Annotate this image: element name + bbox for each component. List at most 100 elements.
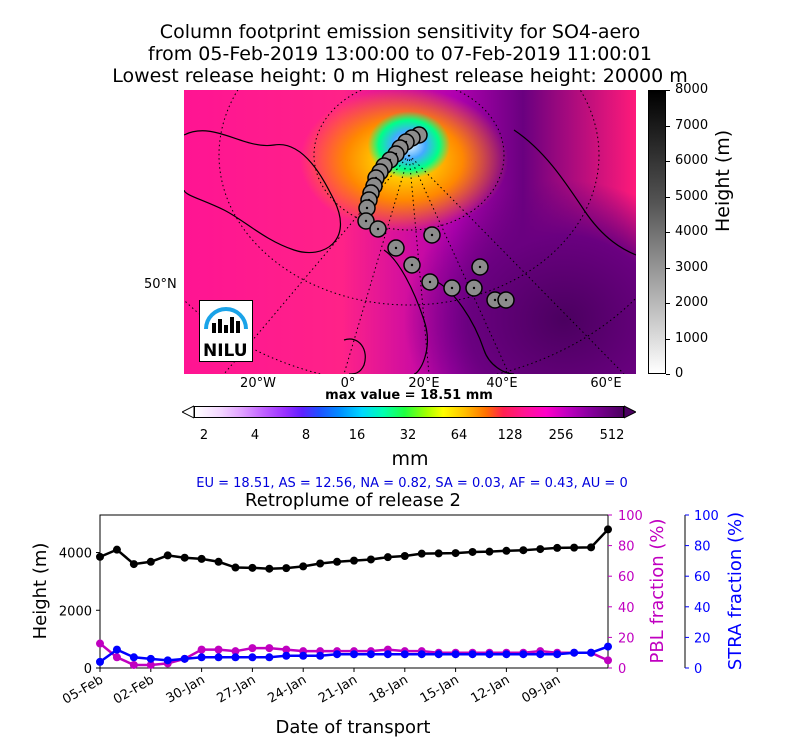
chart-title-line3: Lowest release height: 0 m Highest relea… — [112, 65, 688, 87]
height-colorbar-tick — [666, 232, 670, 233]
series-point — [248, 653, 257, 662]
footprint-map — [184, 90, 636, 374]
x-tick-label: 21-Jan — [316, 672, 360, 706]
height-colorbar-tick-label: 1000 — [675, 330, 709, 346]
stra-tick-label: 40 — [694, 601, 711, 616]
pbl-axis-label: PBL fraction (%) — [647, 519, 668, 664]
series-point — [570, 543, 579, 552]
mm-colorbar-tick-label: 64 — [450, 428, 468, 443]
x-axis-label: Date of transport — [276, 717, 431, 738]
stra-tick-label: 80 — [694, 540, 711, 555]
series-point — [96, 657, 104, 666]
series-point — [519, 650, 528, 659]
series-point — [231, 563, 240, 572]
series-point — [468, 650, 477, 659]
series-point — [265, 564, 274, 573]
chart-title-line2: from 05-Feb-2019 13:00:00 to 07-Feb-2019… — [148, 43, 652, 65]
y-tick-label: 4000 — [59, 547, 92, 562]
nilu-logo-graphic — [204, 307, 248, 333]
retroplume-title: Retroplume of release 2 — [245, 490, 461, 511]
series-point — [366, 555, 375, 564]
height-colorbar-tick — [666, 125, 670, 127]
x-tick-label: 30-Jan — [164, 672, 208, 706]
stra-tick-label: 20 — [694, 631, 711, 646]
graticule-ring — [313, 90, 505, 231]
pbl-tick-label: 80 — [618, 540, 635, 555]
trajectory-points — [357, 126, 515, 309]
coastline-norway — [383, 249, 428, 374]
map-overlay — [184, 90, 636, 374]
nilu-logo-text: NILU — [203, 341, 248, 361]
series-point — [366, 650, 375, 659]
x-tick-label: 05-Feb — [60, 672, 106, 707]
series-point — [112, 645, 121, 654]
mm-colorbar — [194, 406, 624, 418]
mm-colorbar-tick-label: 4 — [250, 428, 260, 443]
plot-frame — [99, 514, 609, 669]
coastline-siberia — [513, 129, 636, 256]
lon-tick-label: 60°E — [590, 376, 622, 391]
trajectory-point-center — [376, 227, 380, 231]
series-point — [112, 545, 121, 554]
series-point — [265, 644, 274, 653]
mm-colorbar-tick-label: 512 — [599, 428, 625, 443]
mm-colorbar-tick-label: 2 — [199, 428, 209, 443]
height-colorbar-tick-label: 6000 — [675, 153, 709, 168]
x-tick-label: 24-Jan — [265, 672, 309, 706]
series-point — [400, 650, 409, 659]
series-point — [383, 650, 392, 659]
series-point — [316, 559, 325, 568]
max-value-label: max value = 18.51 mm — [325, 388, 493, 403]
series-point — [146, 654, 155, 663]
series-point — [350, 556, 358, 565]
series-point — [96, 639, 104, 648]
coastline-iceland — [343, 338, 366, 374]
series-point — [451, 549, 460, 558]
graticule-meridian — [408, 154, 625, 374]
series-point — [536, 545, 545, 554]
mm-colorbar-right-arrow — [624, 405, 636, 419]
x-tick-label: 18-Jan — [367, 672, 411, 706]
series-point — [146, 557, 155, 566]
lon-tick-label: 20°W — [240, 376, 276, 391]
series-point — [400, 551, 409, 560]
series-point — [451, 650, 460, 659]
series-point — [146, 660, 155, 669]
series-point — [587, 648, 596, 657]
trajectory-point-center — [428, 280, 432, 284]
height-colorbar — [648, 90, 666, 374]
x-tick-label: 12-Jan — [469, 672, 513, 706]
series-point — [214, 557, 223, 566]
stra-tick-label: 100 — [694, 509, 719, 524]
series-point — [299, 651, 308, 660]
series-point — [536, 650, 545, 659]
pbl-tick-label: 40 — [618, 601, 635, 616]
trajectory-point-center — [504, 298, 508, 302]
series-group — [96, 525, 612, 669]
height-colorbar-tick-label: 3000 — [675, 259, 709, 275]
y-tick-label: 0 — [84, 662, 92, 677]
series-point — [265, 653, 274, 662]
series-point — [231, 653, 240, 662]
mm-colorbar-tick-label: 8 — [301, 428, 311, 443]
series-point — [333, 650, 342, 659]
series-point — [197, 653, 206, 662]
series-point — [570, 648, 579, 657]
mm-colorbar-left-arrow — [182, 405, 194, 419]
trajectory-point-center — [430, 233, 434, 237]
graticule-meridian — [343, 154, 410, 374]
graticule-meridian — [223, 154, 410, 374]
series-point — [434, 549, 443, 558]
graticule-meridian — [408, 154, 510, 374]
graticule-meridian — [408, 154, 430, 374]
trajectory-point-center — [364, 219, 368, 223]
pbl-tick-label: 60 — [618, 570, 635, 585]
height-colorbar-tick — [666, 267, 670, 269]
series-point — [502, 546, 511, 555]
x-tick-label: 15-Jan — [418, 672, 462, 706]
series-point — [180, 654, 189, 663]
pbl-tick-label: 100 — [618, 509, 643, 524]
pbl-tick-label: 0 — [618, 662, 626, 677]
region-summary: EU = 18.51, AS = 12.56, NA = 0.82, SA = … — [196, 476, 628, 491]
